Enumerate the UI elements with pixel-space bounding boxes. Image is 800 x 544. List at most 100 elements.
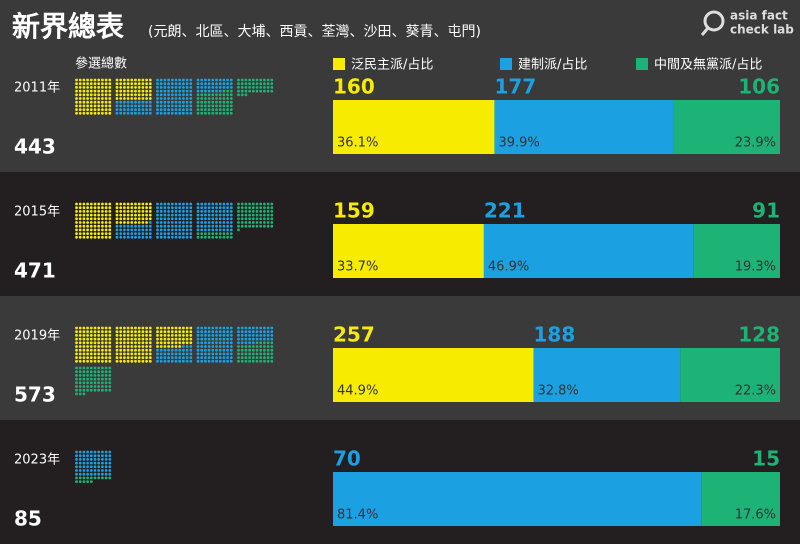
dot (82, 385, 86, 388)
dot (266, 359, 270, 363)
dot (93, 228, 97, 232)
dot (266, 326, 270, 330)
dot (207, 111, 211, 115)
dot (75, 100, 78, 104)
dot (170, 89, 174, 93)
dot (215, 111, 218, 115)
dot (170, 78, 174, 82)
dot (148, 202, 152, 206)
dot (145, 224, 149, 228)
dot (189, 217, 193, 221)
totals-label: 參選總數 (75, 56, 127, 72)
dot (229, 232, 233, 236)
dot (126, 337, 130, 341)
dot (156, 337, 159, 341)
dot (86, 100, 89, 104)
dot (115, 352, 119, 356)
dot (119, 217, 123, 221)
dot (218, 337, 222, 341)
dot (101, 104, 104, 108)
dot (101, 224, 104, 228)
total-label: 471 (14, 259, 56, 283)
dot (174, 224, 178, 228)
dot (75, 370, 78, 374)
dot (101, 341, 104, 345)
dot (78, 337, 82, 341)
dot (134, 359, 137, 363)
dot (75, 217, 78, 221)
dot (270, 221, 274, 224)
dot (189, 337, 193, 341)
dot (170, 217, 174, 221)
dot (244, 78, 248, 82)
dot (182, 228, 185, 232)
dot (174, 345, 178, 348)
dot (189, 104, 193, 108)
dot (251, 213, 255, 217)
dot (78, 334, 82, 337)
dot (130, 235, 134, 239)
dot (108, 330, 112, 334)
dot (78, 385, 82, 388)
dot (126, 341, 130, 345)
dot (204, 228, 207, 232)
dot (108, 86, 112, 89)
dot (229, 206, 233, 210)
dot (123, 348, 126, 352)
dot (75, 345, 78, 348)
dot (156, 217, 159, 221)
dot (189, 89, 193, 93)
dot (108, 228, 112, 232)
dot (178, 345, 182, 348)
dot (222, 334, 226, 337)
dot (259, 202, 263, 206)
dot (137, 213, 141, 217)
dot (104, 469, 108, 472)
dot (134, 356, 137, 359)
dot (93, 366, 97, 370)
dot (211, 78, 215, 82)
dot (263, 89, 266, 93)
dot (123, 100, 126, 104)
dot (108, 217, 112, 221)
dot (248, 348, 252, 352)
dot (189, 356, 193, 359)
dot (104, 235, 108, 239)
dot (101, 78, 104, 82)
value-label: 188 (533, 323, 575, 347)
dot (207, 217, 211, 221)
dot (141, 356, 145, 359)
dot (89, 206, 93, 210)
dot (211, 213, 215, 217)
dot (266, 82, 270, 86)
dot (163, 93, 167, 97)
dot (211, 356, 215, 359)
dot (126, 232, 130, 236)
dot (134, 108, 137, 111)
dot (167, 334, 171, 337)
dot (104, 326, 108, 330)
dot (108, 100, 112, 104)
dot (211, 104, 215, 108)
dot (119, 97, 123, 100)
dot (174, 108, 178, 111)
year-label: 2011年 (14, 81, 60, 96)
dot (97, 352, 101, 356)
dot (126, 104, 130, 108)
dot (222, 232, 226, 236)
dot (182, 82, 185, 86)
dot (270, 348, 274, 352)
dot (97, 461, 101, 465)
dot (215, 337, 218, 341)
dot (82, 89, 86, 93)
bar-segment (680, 348, 780, 402)
dot (259, 221, 263, 224)
dot (163, 104, 167, 108)
dot (75, 392, 78, 396)
dot (259, 206, 263, 210)
dot (134, 228, 137, 232)
dot (215, 97, 218, 100)
dot (170, 213, 174, 217)
dot (167, 228, 171, 232)
dot (82, 392, 86, 396)
